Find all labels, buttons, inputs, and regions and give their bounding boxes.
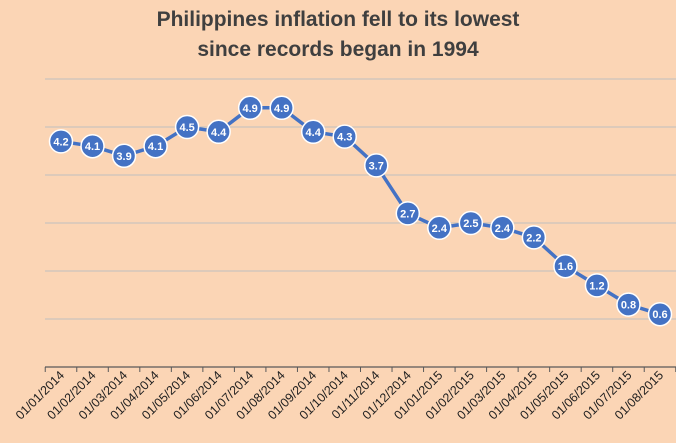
data-point (237, 95, 263, 121)
data-label: 4.1 (85, 141, 100, 153)
chart-title-line-2: since records began in 1994 (197, 38, 479, 61)
data-point (332, 124, 357, 149)
data-point (80, 133, 105, 159)
x-tick-labels: 01/01/201401/02/201401/03/201401/04/2014… (13, 368, 666, 422)
inflation-series: 4.2 4.1 3.9 4.1 4.5 4.4 4.9 4.9 4.4 4.3 3.7 2.7 2.4 2… (48, 95, 673, 327)
data-point (269, 95, 294, 121)
data-label: 4.9 (243, 103, 258, 115)
data-label: 0.6 (652, 309, 667, 321)
data-point (616, 292, 641, 317)
data-label: 2.5 (463, 218, 478, 230)
data-label: 4.4 (306, 127, 322, 139)
data-point (300, 119, 326, 145)
data-label: 2.4 (432, 223, 448, 235)
data-point (584, 273, 610, 298)
data-point (458, 210, 484, 236)
x-axis (44, 366, 676, 372)
data-label: 4.3 (337, 132, 352, 144)
data-label: 4.9 (274, 103, 289, 115)
data-label: 1.6 (558, 261, 573, 273)
data-label: 4.5 (179, 122, 194, 134)
data-point (111, 143, 137, 169)
data-label: 0.8 (621, 300, 636, 312)
data-label: 2.4 (495, 223, 511, 235)
gridlines (45, 78, 676, 320)
data-label: 2.7 (400, 208, 415, 220)
data-point (553, 253, 578, 279)
data-point (48, 129, 74, 154)
data-point (143, 133, 168, 159)
data-point (427, 215, 452, 241)
data-point (490, 215, 515, 241)
data-label: 3.7 (369, 160, 384, 172)
data-label: 3.9 (116, 151, 131, 163)
data-label: 4.1 (148, 141, 163, 153)
data-label: 4.2 (53, 136, 68, 148)
data-label: 2.2 (526, 232, 541, 244)
data-point (174, 114, 200, 140)
data-point (364, 153, 389, 178)
data-point (647, 301, 673, 327)
data-point (395, 201, 421, 226)
data-point (206, 119, 231, 145)
data-point (521, 225, 547, 250)
data-label: 4.4 (211, 127, 227, 139)
chart-title-line-1: Philippines inflation fell to its lowest (156, 8, 520, 31)
data-label: 1.2 (589, 280, 604, 292)
